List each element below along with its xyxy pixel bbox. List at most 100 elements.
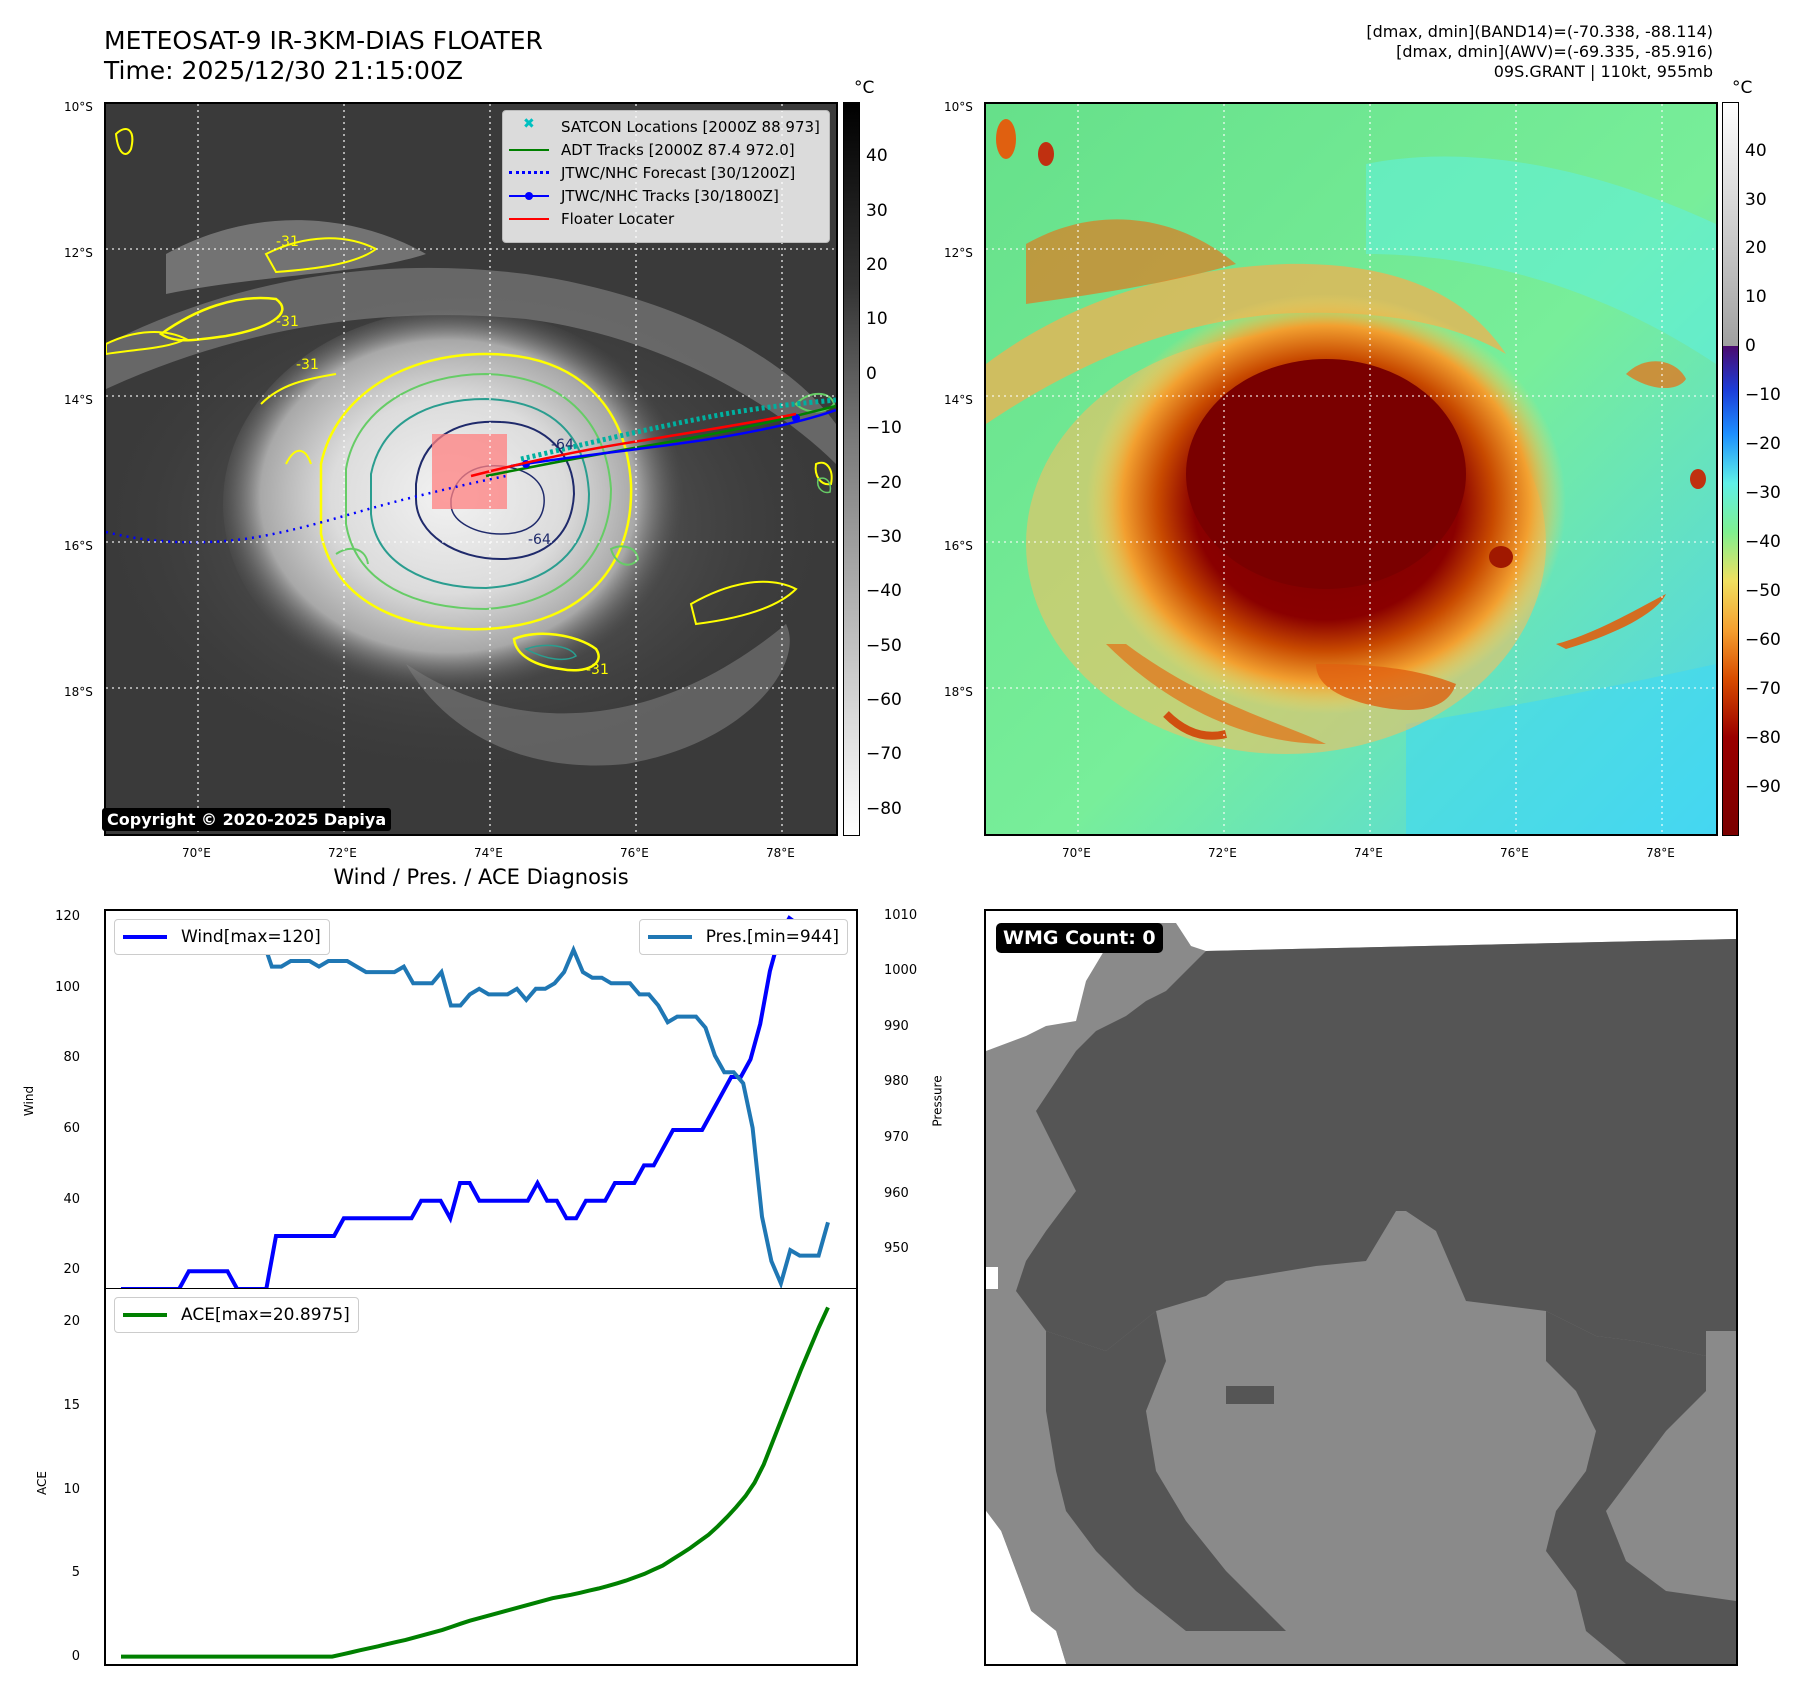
ir-colorbar-tick: −40 [866,581,902,602]
figure-title: METEOSAT-9 IR-3KM-DIAS FLOATER Time: 2025… [104,26,543,85]
wind-axis-tick: 60 [63,1121,80,1137]
lat-label: 10°S [944,100,973,114]
pressure-axis-tick: 950 [884,1241,909,1257]
awv-colorbar-tick: 20 [1745,238,1767,259]
awv-colorbar-tick: −50 [1745,581,1781,601]
wind-axis-label: Wind [22,1085,37,1117]
contour-label: -31 [586,662,609,678]
awv-colorbar-tick: −60 [1745,630,1781,650]
legend-satcon: ✖ SATCON Locations [2000Z 88 973] [523,115,820,136]
ace-axis-tick: 15 [63,1397,80,1413]
intensity-info: [dmax, dmin](BAND14)=(-70.338, -88.114) … [1366,22,1713,82]
pressure-axis-label: Pressure [930,1075,945,1127]
pressure-axis-tick: 970 [884,1129,909,1145]
wmg-count-badge: WMG Count: 0 [996,923,1163,953]
legend-adt: ADT Tracks [2000Z 87.4 972.0] [503,138,829,161]
lat-label: 14°S [944,393,973,407]
awv-colorbar-tick: 0 [1745,336,1756,356]
band14-range: [dmax, dmin](BAND14)=(-70.338, -88.114) [1366,22,1713,41]
ir-colorbar-tick: 0 [866,363,877,384]
lon-label: 78°E [766,846,795,860]
wind-legend: Wind[max=120] [114,919,330,955]
ir-map-panel: -31 -31 -31 -64 -64 -31 ✖ SATCON Location… [104,102,838,836]
ir-colorbar-tick: −10 [866,418,902,439]
contour-label: -64 [551,437,574,453]
legend-jtwc-tracks: JTWC/NHC Tracks [30/1800Z] [503,184,829,207]
wmg-image [986,911,1736,1664]
lon-label: 76°E [620,846,649,860]
lon-label: 76°E [1500,846,1529,860]
ir-colorbar-tick: −60 [866,690,902,711]
ir-colorbar-tick: −30 [866,526,902,547]
awv-colorbar-tick: 30 [1745,189,1767,210]
lat-label: 12°S [944,246,973,260]
wind-series-line [121,915,830,1288]
awv-colorbar-tick: −40 [1745,532,1781,552]
lat-label: 16°S [944,539,973,553]
awv-colorbar-tick: −90 [1745,777,1781,797]
wind-pressure-plot [121,915,830,1288]
ace-axis-label: ACE [34,1471,49,1495]
ace-panel: ACE[max=20.8975] [104,1288,858,1666]
lat-label: 10°S [64,100,93,114]
ir-colorbar-unit: °C [854,78,875,98]
lat-label: 12°S [64,246,93,260]
pressure-series-line [121,920,830,1288]
awv-colorbar-tick: 40 [1745,140,1767,161]
wind-pressure-panel: Wind[max=120] Pres.[min=944] [104,909,858,1289]
awv-colorbar-tick: −20 [1745,434,1781,454]
contour-label: -31 [296,357,319,373]
wind-axis-tick: 120 [55,909,80,925]
ace-legend: ACE[max=20.8975] [114,1297,359,1333]
awv-colorbar-tick: −30 [1745,483,1781,503]
ace-axis-tick: 20 [63,1314,80,1330]
ir-colorbar-tick: −70 [866,744,902,765]
lon-label: 70°E [182,846,211,860]
pressure-legend: Pres.[min=944] [638,919,848,955]
ir-colorbar-tick: −80 [866,798,902,819]
awv-colorbar-tick: 10 [1745,287,1767,308]
awv-colorbar-tick: −80 [1745,728,1781,748]
ir-colorbar-tick: 40 [866,146,888,167]
awv-colorbar-warm [1722,102,1739,346]
lat-label: 14°S [64,393,93,407]
wind-axis-tick: 20 [63,1262,80,1278]
pressure-axis-tick: 980 [884,1074,909,1090]
contour-label: -64 [528,532,551,548]
pressure-axis-tick: 960 [884,1185,909,1201]
storm-info: 09S.GRANT | 110kt, 955mb [1493,62,1713,81]
wind-axis-tick: 40 [63,1191,80,1207]
ir-colorbar-tick: 30 [866,200,888,221]
pressure-axis-tick: 1010 [884,907,918,923]
awv-range: [dmax, dmin](AWV)=(-69.335, -85.916) [1396,42,1713,61]
lon-label: 74°E [474,846,503,860]
awv-map-image [986,104,1716,834]
awv-colorbar-unit: °C [1732,78,1753,98]
pressure-axis-tick: 990 [884,1018,909,1034]
ir-colorbar-tick: 20 [866,255,888,276]
wmg-panel: WMG Count: 0 [984,909,1738,1666]
ir-colorbar-tick: −20 [866,472,902,493]
lon-label: 72°E [1208,846,1237,860]
ace-axis-tick: 10 [63,1481,80,1497]
awv-map-panel [984,102,1718,836]
contour-label: -31 [276,314,299,330]
ir-colorbar-tick: −50 [866,635,902,656]
lon-label: 72°E [328,846,357,860]
pressure-axis-tick: 1000 [884,963,918,979]
lat-label: 18°S [944,685,973,699]
ace-plot [121,1306,830,1659]
ace-axis-tick: 0 [71,1648,80,1664]
lon-label: 78°E [1646,846,1675,860]
ir-colorbar [843,102,860,836]
lat-label: 16°S [64,539,93,553]
awv-colorbar-tick: −70 [1745,679,1781,699]
lon-label: 74°E [1354,846,1383,860]
wind-axis-tick: 80 [63,1050,80,1066]
legend-jtwc-forecast: JTWC/NHC Forecast [30/1200Z] [503,161,829,184]
contour-label: -31 [276,234,299,250]
lon-label: 70°E [1062,846,1091,860]
ir-colorbar-tick: 10 [866,309,888,330]
ace-series-line [121,1306,830,1659]
copyright-badge: Copyright © 2020-2025 Dapiya [102,808,392,831]
